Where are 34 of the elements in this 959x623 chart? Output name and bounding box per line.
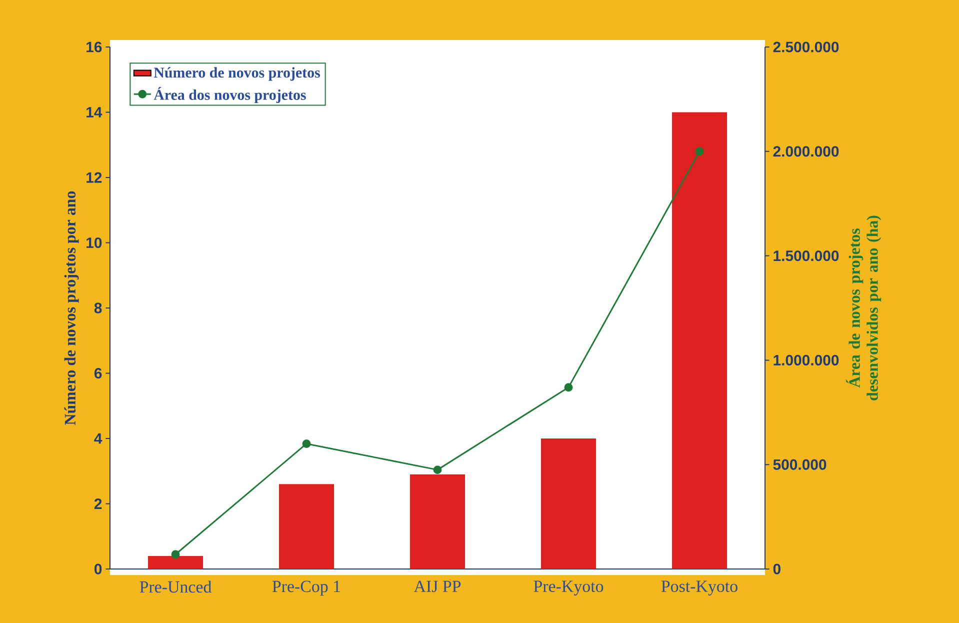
y-tick-label: 4 <box>94 433 102 444</box>
y-tick-label: 2 <box>94 498 102 509</box>
x-tick-label: Pre-Unced <box>140 580 212 593</box>
y2-axis-title: Área de novos projetos desenvolvidos por ano (ha) <box>846 216 882 400</box>
point <box>695 147 704 156</box>
y2-tick-label: 2.000.000 <box>773 146 839 157</box>
point <box>433 466 442 474</box>
x-tick-label: Pre-Cop 1 <box>272 580 340 596</box>
y-tick-label: 16 <box>86 42 102 52</box>
bar <box>278 484 334 569</box>
bar <box>672 112 728 569</box>
y2-tick-label: 0 <box>773 564 780 574</box>
y-tick-label: 0 <box>94 564 102 574</box>
x-tick-label: Pre-Kyoto <box>534 580 604 596</box>
x-tick-label: Post-Kyoto <box>661 580 738 596</box>
point <box>302 439 311 448</box>
y-axis-title: Número de novos projetos por ano <box>64 191 79 425</box>
point <box>171 550 180 559</box>
y-tick-label: 8 <box>94 302 102 314</box>
y-tick-label: 12 <box>86 172 102 183</box>
y-tick-label: 14 <box>86 107 102 118</box>
x-tick-label: AIJ PP <box>414 580 461 592</box>
y2-tick-label: 500.000 <box>773 459 826 470</box>
y2-tick-label: 1.500.000 <box>774 250 839 262</box>
bar <box>148 556 204 569</box>
bar <box>540 438 596 569</box>
y-tick-label: 10 <box>86 237 102 248</box>
point <box>564 383 573 392</box>
y2-tick-label: 2.500.000 <box>773 42 839 52</box>
bar <box>410 474 466 569</box>
y-tick-label: 6 <box>94 368 102 379</box>
legend-label: Número de novos projetos <box>154 67 320 81</box>
y2-tick-label: 1.000.000 <box>774 354 839 366</box>
legend-label: Área dos novos projetos <box>154 86 306 103</box>
